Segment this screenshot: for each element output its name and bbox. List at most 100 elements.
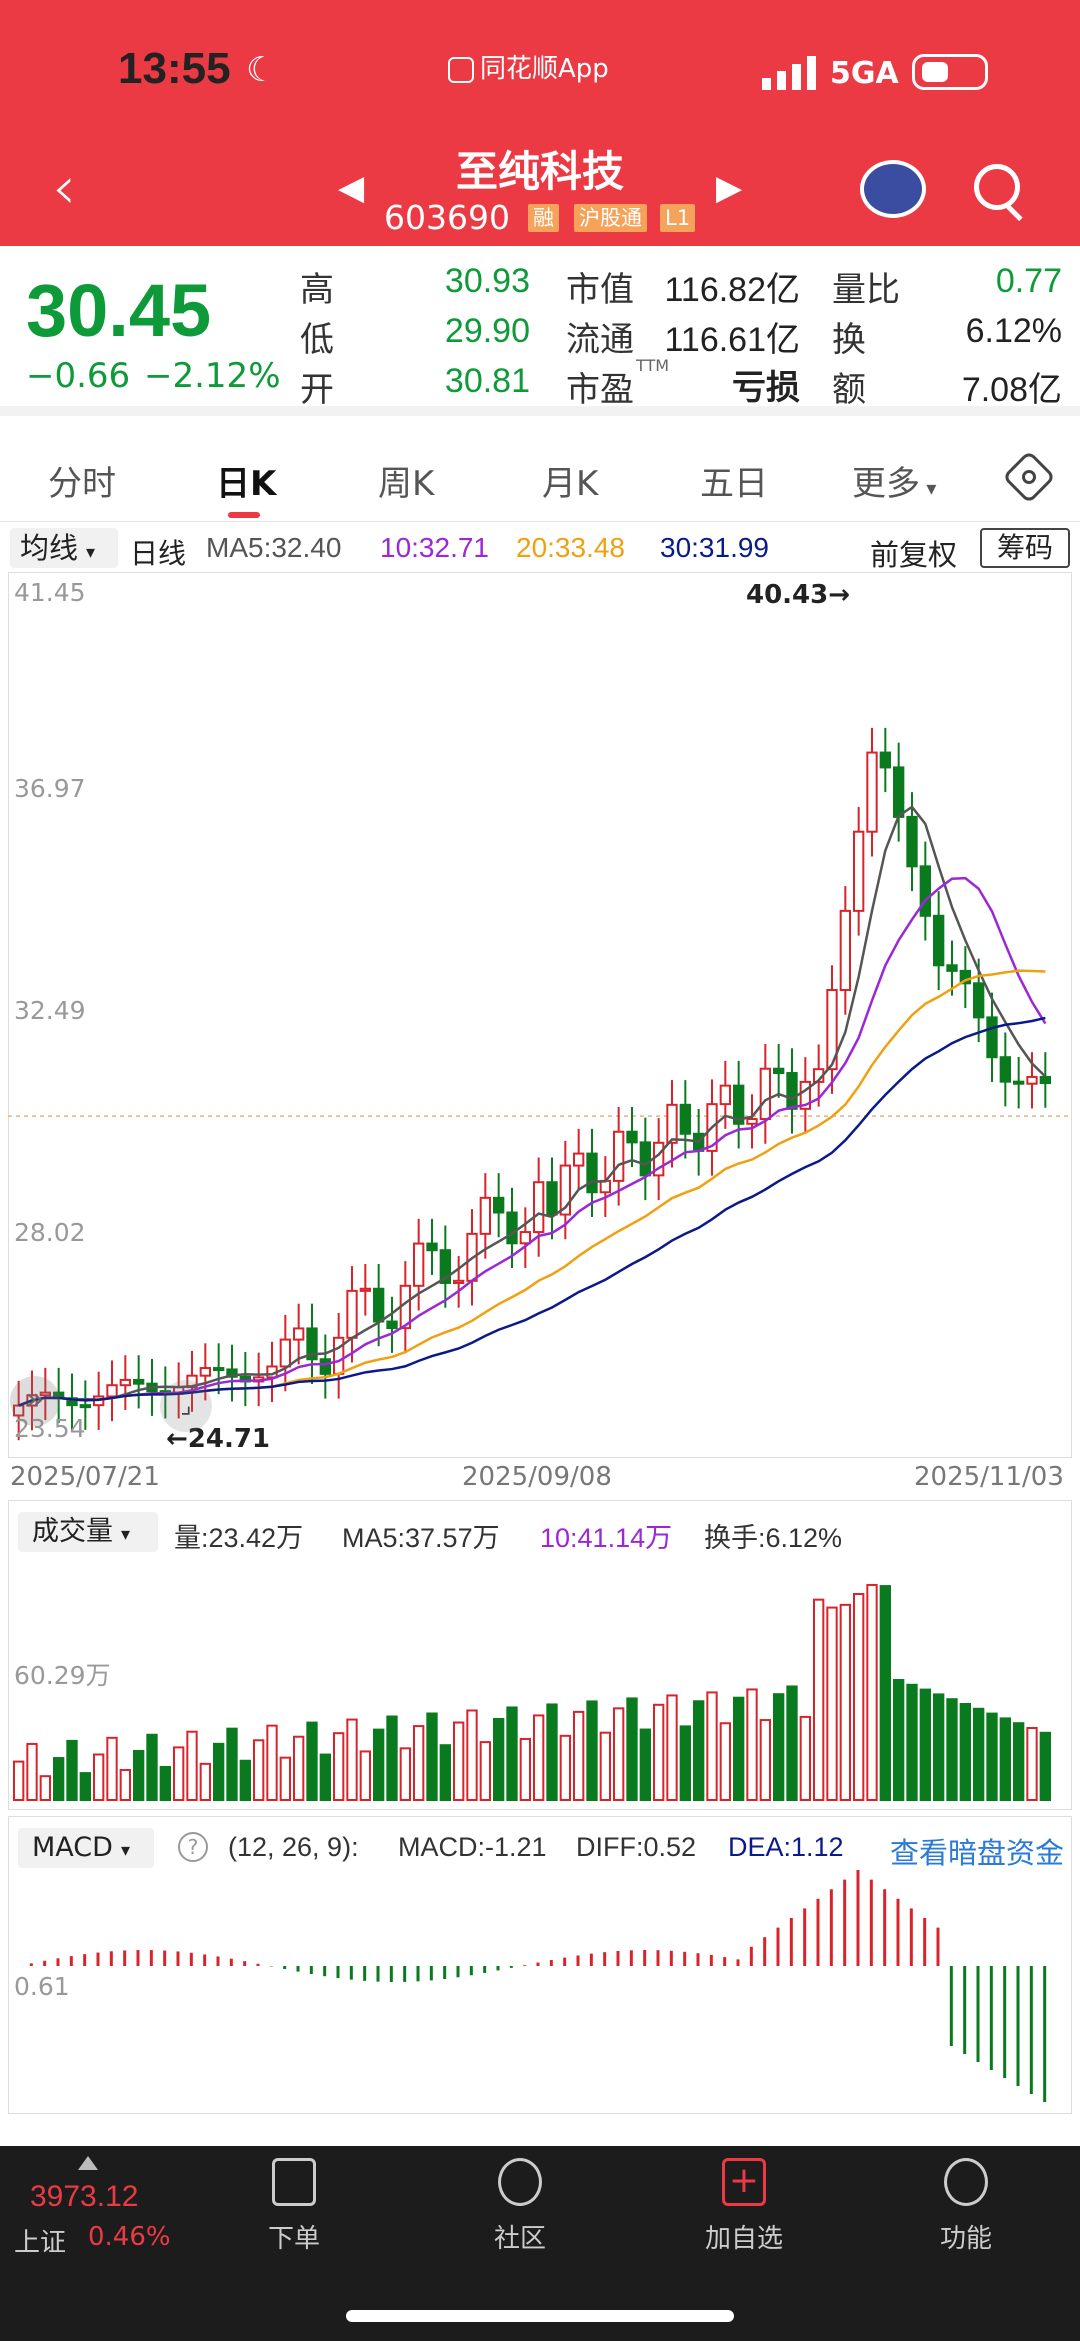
volume-bar [213,1742,225,1802]
quote-panel [0,246,1080,416]
volume-chart[interactable] [8,1500,1072,1810]
candle-body [493,1196,505,1214]
volume-bar [559,1734,572,1802]
add-watchlist-icon[interactable]: + [722,2158,766,2206]
candle-body [626,1130,638,1144]
turnover-value: 6.12% [965,312,1062,350]
volume-bar [946,1698,958,1801]
candle-body [319,1358,331,1375]
help-icon[interactable]: ? [178,1832,208,1862]
volume-indicator-select[interactable]: 成交量 ▾ [18,1512,158,1552]
volume-bar [879,1585,892,1802]
order-icon[interactable] [272,2158,316,2206]
expand-icon[interactable]: » [10,1376,60,1426]
volume-bar [746,1688,758,1801]
candle-body [679,1103,692,1135]
candle-body [746,1118,758,1125]
candle-body [453,1279,465,1284]
dark-pool-link[interactable]: 查看暗盘资金 [890,1836,1065,1870]
nav-functions[interactable]: 功能 [939,2224,992,2254]
macd-y-label: 0.61 [14,1972,70,2001]
candle-body [613,1130,625,1182]
indicator-select[interactable]: 均线 ▾ [10,528,118,568]
volume-bar [239,1759,252,1801]
y-label-4: 28.02 [14,1218,86,1247]
volume-bar [466,1709,478,1801]
chips-button[interactable]: 筹码 [980,528,1070,568]
tab-intraday[interactable]: 分时 [48,464,116,504]
robot-assistant-icon[interactable] [860,160,926,218]
date-label-start: 2025/07/21 [10,1462,160,1492]
volume-bar [119,1769,131,1802]
volume-bar [959,1703,972,1801]
search-icon[interactable] [974,164,1020,210]
volume-bar [426,1712,438,1801]
float-label: 流通 [566,320,634,360]
candle-body [306,1327,318,1361]
macd-value: MACD:-1.21 [398,1832,547,1862]
volume-ma10: 10:41.14万 [540,1523,673,1553]
candle-body [759,1067,772,1121]
volume-bar [639,1728,652,1801]
tag-margin: 融 [528,204,559,232]
nav-order[interactable]: 下单 [267,2224,320,2254]
moon-icon: ☾ [246,50,277,90]
candle-body [479,1196,491,1235]
kline-chart[interactable] [8,572,1072,1458]
date-label-mid: 2025/09/08 [462,1462,612,1492]
settings-icon-center [1022,470,1036,484]
volume-bar [693,1700,705,1801]
tab-five-day[interactable]: 五日 [700,464,768,504]
candle-body [733,1084,745,1125]
tab-daily-k[interactable]: 日K [216,464,277,504]
candle-body [773,1067,785,1075]
volume-bar [719,1722,732,1802]
ma10-line [18,876,1047,1407]
community-icon[interactable] [498,2158,542,2206]
candle-body [39,1391,52,1397]
ma5-line [18,805,1047,1407]
prev-stock-icon[interactable]: ◀ [338,168,365,208]
candle-body [799,1080,812,1110]
nav-add-watchlist[interactable]: 加自选 [704,2224,783,2254]
candle-body [506,1211,518,1245]
volume-bar [586,1700,598,1801]
volume-bar [519,1737,532,1801]
volume-bar [333,1732,345,1801]
menu-icon[interactable] [944,2158,988,2206]
volume-bar [159,1765,172,1801]
volume-bar [253,1739,265,1801]
nav-community[interactable]: 社区 [493,2224,546,2254]
high-value: 30.93 [444,262,530,300]
candle-body [426,1242,438,1252]
candle-body [533,1181,545,1234]
index-value[interactable]: 3973.12 [30,2180,139,2213]
last-price: 30.45 [26,269,212,352]
volume-bar [39,1775,52,1802]
index-up-arrow-icon [78,2156,98,2170]
volratio-value: 0.77 [995,262,1062,300]
macd-chart[interactable] [8,1816,1072,2114]
adjust-toggle[interactable]: 前复权 [870,538,958,572]
amount-value: 7.08亿 [961,371,1062,409]
back-icon[interactable]: ‹ [52,153,76,223]
tab-more[interactable]: 更多 ▾ [852,456,936,505]
candle-body [106,1384,118,1398]
macd-indicator-select[interactable]: MACD ▾ [18,1828,154,1868]
candle-body [1039,1075,1051,1085]
fullscreen-icon[interactable]: ⌟ [160,1380,212,1432]
volume-bar [386,1715,398,1801]
tab-weekly-k[interactable]: 周K [378,464,435,504]
network-type: 5GA [830,56,899,91]
candle-body [546,1181,558,1216]
volume-bar [653,1703,665,1801]
tab-monthly-k[interactable]: 月K [542,464,599,504]
volume-bar [266,1724,278,1801]
volume-bar [759,1719,772,1802]
battery-level [922,62,948,82]
next-stock-icon[interactable]: ▶ [716,168,743,208]
volume-bar [293,1735,305,1801]
kline-chart-frame [8,572,1072,1458]
volume-bar [973,1707,985,1801]
home-indicator [346,2310,734,2322]
